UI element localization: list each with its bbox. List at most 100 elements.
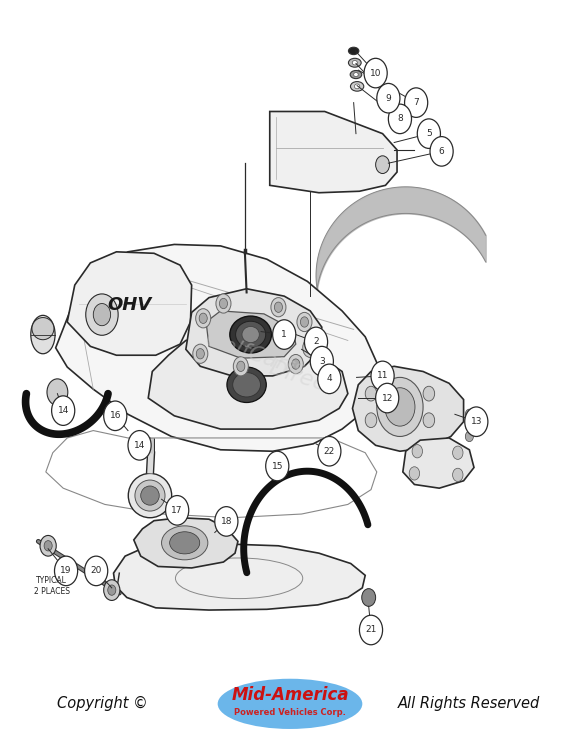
Circle shape — [310, 346, 333, 376]
Ellipse shape — [242, 326, 259, 343]
Text: Direct: Direct — [267, 357, 336, 397]
Text: 13: 13 — [470, 417, 482, 426]
Circle shape — [371, 361, 394, 391]
Circle shape — [362, 588, 376, 606]
Circle shape — [233, 357, 248, 376]
Text: 15: 15 — [271, 462, 283, 471]
Circle shape — [288, 354, 303, 374]
Circle shape — [318, 364, 341, 394]
Polygon shape — [206, 311, 296, 358]
Circle shape — [405, 88, 427, 118]
Text: 8: 8 — [397, 115, 403, 124]
Circle shape — [465, 409, 473, 420]
Polygon shape — [134, 518, 238, 568]
Text: 10: 10 — [370, 69, 382, 78]
Circle shape — [304, 327, 328, 357]
Text: 4: 4 — [327, 374, 332, 383]
Circle shape — [196, 349, 204, 359]
Circle shape — [274, 302, 282, 312]
Text: 3: 3 — [319, 357, 325, 366]
Circle shape — [104, 579, 120, 600]
Circle shape — [452, 446, 463, 460]
Circle shape — [300, 317, 309, 327]
Circle shape — [273, 320, 296, 349]
Circle shape — [199, 313, 207, 323]
Circle shape — [104, 401, 127, 431]
Circle shape — [85, 556, 108, 585]
Circle shape — [385, 388, 415, 426]
Circle shape — [219, 298, 227, 309]
Text: 21: 21 — [365, 625, 376, 634]
Polygon shape — [270, 112, 397, 192]
Ellipse shape — [32, 317, 54, 340]
Ellipse shape — [352, 61, 357, 65]
Text: 20: 20 — [90, 566, 102, 576]
Ellipse shape — [230, 316, 271, 353]
Ellipse shape — [218, 679, 362, 729]
Text: Copyright ©: Copyright © — [57, 696, 147, 711]
Text: 9: 9 — [386, 94, 392, 103]
Circle shape — [55, 556, 78, 585]
Circle shape — [271, 297, 286, 317]
Text: 19: 19 — [60, 566, 72, 576]
Text: 17: 17 — [172, 506, 183, 515]
Circle shape — [108, 585, 116, 595]
Text: 7: 7 — [414, 98, 419, 107]
Circle shape — [52, 396, 75, 426]
Circle shape — [128, 431, 151, 460]
Circle shape — [47, 379, 68, 406]
Circle shape — [465, 420, 473, 431]
Text: 16: 16 — [110, 411, 121, 420]
Circle shape — [40, 536, 56, 556]
Circle shape — [216, 294, 231, 313]
Polygon shape — [148, 334, 348, 429]
Text: OHV: OHV — [107, 296, 151, 314]
Ellipse shape — [31, 315, 55, 354]
Ellipse shape — [350, 70, 362, 78]
Text: TYPICAL
2 PLACES: TYPICAL 2 PLACES — [34, 576, 70, 596]
Circle shape — [237, 361, 245, 371]
Text: 14: 14 — [57, 406, 69, 415]
Circle shape — [365, 413, 377, 428]
Circle shape — [376, 156, 390, 173]
Circle shape — [86, 294, 118, 335]
Circle shape — [423, 386, 434, 401]
Circle shape — [297, 312, 312, 332]
Circle shape — [452, 468, 463, 482]
Circle shape — [423, 413, 434, 428]
Text: GolfCarts: GolfCarts — [203, 330, 307, 380]
Circle shape — [430, 137, 453, 166]
Ellipse shape — [169, 532, 200, 554]
Circle shape — [409, 467, 419, 480]
Circle shape — [292, 359, 300, 369]
Text: 22: 22 — [324, 447, 335, 456]
Text: 5: 5 — [426, 130, 432, 138]
Text: All Rights Reserved: All Rights Reserved — [398, 696, 541, 711]
Circle shape — [266, 451, 289, 481]
Ellipse shape — [227, 367, 266, 403]
Ellipse shape — [354, 73, 358, 76]
Circle shape — [44, 541, 52, 551]
Circle shape — [465, 431, 473, 442]
Circle shape — [303, 338, 318, 357]
Ellipse shape — [349, 47, 359, 55]
Ellipse shape — [233, 372, 260, 397]
Text: Powered Vehicles Corp.: Powered Vehicles Corp. — [234, 708, 346, 717]
Circle shape — [166, 496, 188, 525]
Circle shape — [365, 386, 377, 401]
Text: 2: 2 — [313, 337, 319, 346]
Circle shape — [360, 615, 383, 645]
Text: 18: 18 — [220, 517, 232, 526]
Circle shape — [364, 58, 387, 88]
Circle shape — [318, 437, 341, 466]
Circle shape — [377, 377, 423, 437]
Circle shape — [412, 445, 422, 458]
Polygon shape — [186, 289, 322, 376]
Circle shape — [389, 104, 411, 134]
Polygon shape — [56, 244, 377, 451]
Circle shape — [195, 309, 211, 328]
Text: 11: 11 — [377, 371, 389, 380]
Circle shape — [193, 344, 208, 363]
Circle shape — [377, 84, 400, 113]
Circle shape — [306, 343, 314, 353]
